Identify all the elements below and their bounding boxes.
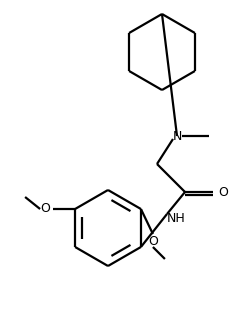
Text: N: N xyxy=(172,129,182,142)
Text: NH: NH xyxy=(167,211,185,225)
Text: O: O xyxy=(148,236,158,248)
Text: O: O xyxy=(40,203,50,216)
Text: O: O xyxy=(218,185,228,198)
